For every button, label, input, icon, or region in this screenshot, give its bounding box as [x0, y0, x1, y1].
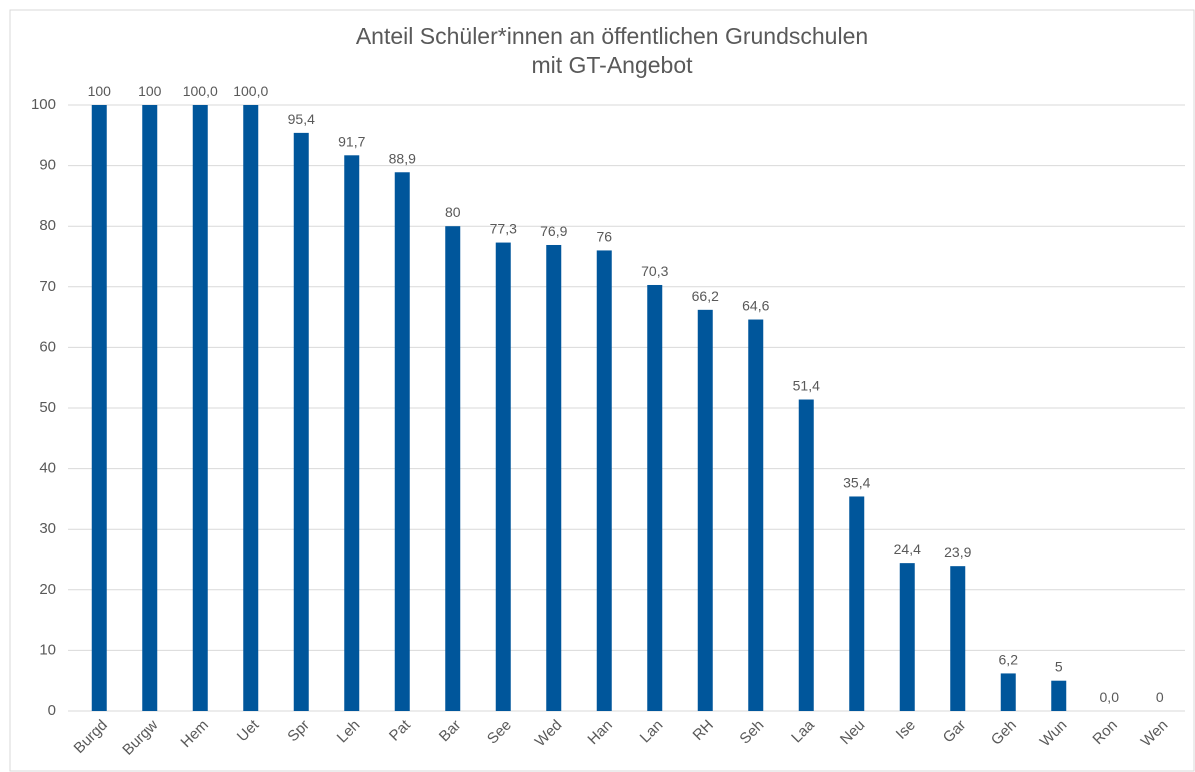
value-label: 23,9 [944, 544, 971, 560]
y-tick-label: 50 [39, 399, 56, 416]
bar [1051, 680, 1067, 711]
y-tick-label: 100 [31, 96, 56, 113]
value-label: 88,9 [389, 150, 416, 166]
y-tick-label: 70 [39, 278, 56, 295]
value-label: 0,0 [1100, 689, 1120, 705]
y-tick-label: 30 [39, 520, 56, 537]
bar [445, 226, 461, 711]
bar [1000, 673, 1016, 711]
bar [697, 309, 713, 711]
bar [798, 399, 814, 711]
bar [899, 563, 915, 711]
value-label: 100,0 [183, 83, 218, 99]
y-tick-label: 20 [39, 581, 56, 598]
y-tick-label: 60 [39, 338, 56, 355]
bar [748, 319, 764, 711]
value-label: 76,9 [540, 223, 567, 239]
value-label: 80 [445, 204, 461, 220]
bar [546, 244, 562, 711]
y-tick-label: 90 [39, 157, 56, 174]
value-label: 91,7 [338, 133, 365, 149]
value-label: 66,2 [692, 288, 719, 304]
bar [495, 242, 511, 711]
bar [950, 566, 966, 711]
y-tick-label: 0 [48, 702, 56, 719]
bar [142, 105, 158, 711]
y-tick-label: 10 [39, 641, 56, 658]
value-label: 76 [596, 228, 612, 244]
value-label: 0 [1156, 689, 1164, 705]
bar [91, 105, 107, 711]
value-label: 35,4 [843, 474, 870, 490]
bar [849, 496, 865, 711]
y-tick-label: 80 [39, 217, 56, 234]
chart-title: mit GT-Angebot [531, 52, 693, 78]
y-tick-label: 40 [39, 460, 56, 477]
value-label: 100,0 [233, 83, 268, 99]
value-label: 77,3 [490, 221, 517, 237]
chart-title: Anteil Schüler*innen an öffentlichen Gru… [356, 23, 868, 49]
value-label: 6,2 [999, 651, 1019, 667]
value-label: 5 [1055, 659, 1063, 675]
value-label: 51,4 [793, 378, 820, 394]
bar [243, 105, 259, 711]
value-label: 64,6 [742, 298, 769, 314]
bar [293, 132, 309, 712]
value-label: 100 [138, 83, 162, 99]
value-label: 95,4 [288, 111, 315, 127]
value-label: 70,3 [641, 263, 668, 279]
bar [192, 105, 208, 711]
value-label: 24,4 [894, 541, 921, 557]
bar [394, 172, 410, 712]
bar [344, 155, 360, 712]
bar [596, 250, 612, 711]
value-label: 100 [88, 83, 112, 99]
bar [647, 284, 663, 711]
